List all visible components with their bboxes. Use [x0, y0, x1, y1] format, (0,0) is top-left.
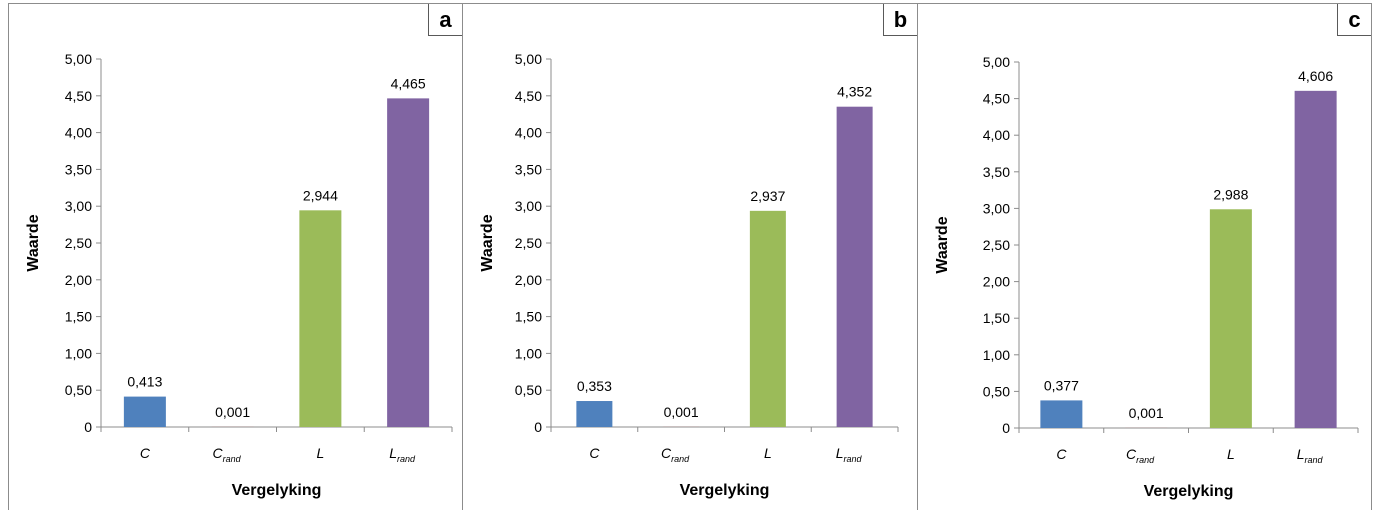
y-tick-label: 5,00 — [515, 51, 542, 67]
y-tick-label: 0 — [1002, 420, 1010, 436]
y-tick-label: 1,00 — [515, 345, 542, 361]
y-tick-label: 0,50 — [515, 382, 542, 398]
category-label: L — [316, 445, 324, 461]
y-tick-label: 5,00 — [983, 54, 1010, 70]
category-label: Lrand — [389, 445, 416, 464]
category-label: C — [589, 445, 600, 461]
bar — [750, 211, 786, 427]
category-label: C — [140, 445, 151, 461]
bar — [576, 401, 612, 427]
y-tick-label: 2,50 — [515, 235, 542, 251]
y-tick-label: 3,50 — [65, 161, 92, 177]
panel-label-badge: b — [883, 4, 917, 36]
y-tick-label: 2,00 — [65, 272, 92, 288]
y-tick-label: 2,00 — [515, 272, 542, 288]
data-label: 0,413 — [127, 374, 162, 390]
y-tick-label: 3,50 — [983, 164, 1010, 180]
bar — [124, 397, 166, 427]
y-tick-label: 0 — [84, 419, 92, 435]
y-tick-label: 1,50 — [65, 309, 92, 325]
bar — [1210, 209, 1252, 428]
y-tick-label: 5,00 — [65, 51, 92, 67]
bar-chart-b: 0 0,50 1,00 1,50 2,00 2,50 3,00 3,50 4,00 4,50 5,0… — [463, 4, 919, 511]
y-tick-label: 3,50 — [515, 161, 542, 177]
category-label: Lrand — [836, 445, 863, 464]
y-tick-label: 2,50 — [65, 235, 92, 251]
y-tick-label: 3,00 — [515, 198, 542, 214]
y-tick-label: 0,50 — [983, 383, 1010, 399]
bar-chart-a: 0 0,50 1,00 1,50 2,00 2,50 3,00 3,50 4,00 4,50 5,0… — [9, 4, 464, 511]
category-label: C — [1056, 446, 1067, 462]
y-tick-label: 4,50 — [515, 88, 542, 104]
data-label: 0,001 — [1129, 405, 1164, 421]
data-label: 4,465 — [391, 75, 426, 91]
data-label: 2,937 — [750, 188, 785, 204]
data-label: 0,377 — [1044, 377, 1079, 393]
y-tick-label: 3,00 — [65, 198, 92, 214]
y-tick-label: 1,00 — [983, 347, 1010, 363]
chart-panel-b: 0 0,50 1,00 1,50 2,00 2,50 3,00 3,50 4,00 4,50 5,0… — [462, 3, 918, 510]
category-label: Crand — [661, 445, 690, 464]
data-label: 0,001 — [664, 404, 699, 420]
panel-label-badge: c — [1337, 4, 1371, 36]
category-label: Lrand — [1297, 446, 1324, 465]
y-tick-label: 3,00 — [983, 200, 1010, 216]
y-tick-label: 4,50 — [65, 88, 92, 104]
y-tick-label: 2,00 — [983, 274, 1010, 290]
y-tick-label: 0,50 — [65, 382, 92, 398]
data-label: 4,606 — [1298, 68, 1333, 84]
chart-panel-c: 0 0,50 1,00 1,50 2,00 2,50 3,00 3,50 4,00 4,50 5,0… — [917, 3, 1372, 510]
y-tick-label: 1,00 — [65, 345, 92, 361]
y-tick-label: 4,50 — [983, 91, 1010, 107]
bar — [299, 210, 341, 427]
x-axis-title: Vergelyking — [680, 482, 770, 499]
bar — [387, 98, 429, 427]
data-label: 0,353 — [577, 378, 612, 394]
y-tick-label: 1,50 — [515, 309, 542, 325]
y-tick-label: 2,50 — [983, 237, 1010, 253]
x-axis-title: Vergelyking — [232, 482, 322, 499]
category-label: Crand — [1126, 446, 1155, 465]
bar — [837, 107, 873, 427]
y-tick-label: 4,00 — [515, 125, 542, 141]
y-tick-label: 4,00 — [983, 127, 1010, 143]
data-label: 2,988 — [1213, 186, 1248, 202]
panel-label-badge: a — [428, 4, 462, 36]
chart-panel-a: 0 0,50 1,00 1,50 2,00 2,50 3,00 3,50 4,00 4,50 5,0… — [8, 3, 463, 510]
data-label: 2,944 — [303, 187, 338, 203]
category-label: L — [764, 445, 772, 461]
category-label: Crand — [213, 445, 242, 464]
data-label: 0,001 — [215, 404, 250, 420]
y-axis-title: Waarde — [479, 214, 496, 271]
y-axis-title: Waarde — [934, 216, 951, 273]
bar — [1295, 91, 1337, 428]
y-axis-title: Waarde — [25, 214, 42, 271]
data-label: 4,352 — [837, 84, 872, 100]
category-label: L — [1227, 446, 1235, 462]
bar-chart-c: 0 0,50 1,00 1,50 2,00 2,50 3,00 3,50 4,00 4,50 5,0… — [918, 4, 1373, 511]
y-tick-label: 0 — [534, 419, 542, 435]
bar — [1040, 400, 1082, 428]
y-tick-label: 4,00 — [65, 125, 92, 141]
x-axis-title: Vergelyking — [1144, 483, 1234, 500]
y-tick-label: 1,50 — [983, 310, 1010, 326]
